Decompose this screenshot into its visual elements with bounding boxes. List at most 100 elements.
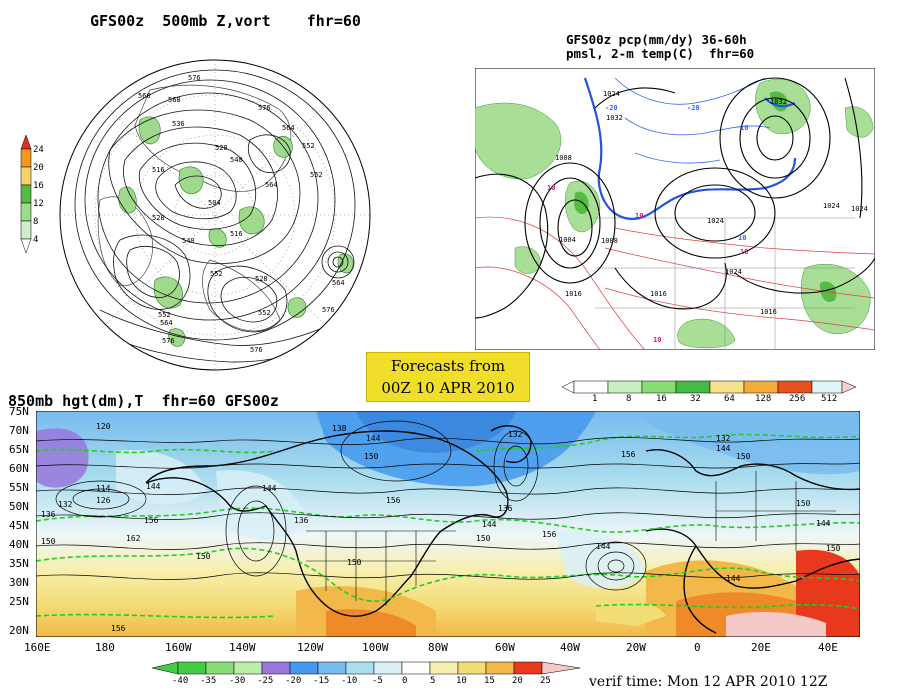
svg-text:504: 504 — [208, 199, 221, 207]
svg-text:10: 10 — [635, 212, 643, 220]
colorbar-tick: -25 — [257, 676, 274, 686]
colorbar-tick: 20 — [33, 163, 44, 173]
lon-label: 180 — [95, 641, 115, 654]
svg-text:564: 564 — [265, 181, 278, 189]
svg-text:132: 132 — [716, 434, 731, 443]
lat-label: 25N — [9, 595, 29, 608]
svg-text:1024: 1024 — [851, 205, 868, 213]
svg-text:568: 568 — [168, 96, 181, 104]
colorbar-tick: -35 — [200, 676, 217, 686]
lat-label: 75N — [9, 405, 29, 418]
panel-850mb-title: 850mb hgt(dm),T fhr=60 GFS00z — [8, 392, 279, 410]
svg-text:560: 560 — [138, 92, 151, 100]
svg-text:150: 150 — [736, 452, 751, 461]
svg-text:540: 540 — [182, 237, 195, 245]
colorbar-tick: 1 — [592, 394, 598, 404]
svg-text:150: 150 — [364, 452, 379, 461]
svg-text:536: 536 — [172, 120, 185, 128]
svg-text:114: 114 — [96, 484, 111, 493]
svg-text:132: 132 — [508, 430, 523, 439]
colorbar-tick: 128 — [755, 394, 772, 404]
svg-text:564: 564 — [160, 319, 173, 327]
svg-text:1016: 1016 — [760, 308, 777, 316]
svg-text:1004: 1004 — [559, 236, 576, 244]
panel-850mb-colorbar — [152, 661, 581, 675]
colorbar-tick: 0 — [402, 676, 408, 686]
svg-text:1024: 1024 — [823, 202, 840, 210]
svg-text:10: 10 — [740, 248, 748, 256]
colorbar-tick: -40 — [172, 676, 189, 686]
lat-label: 35N — [9, 557, 29, 570]
svg-text:144: 144 — [596, 542, 611, 551]
colorbar-tick: 512 — [821, 394, 838, 404]
lon-label: 80W — [428, 641, 448, 654]
svg-text:1032: 1032 — [770, 98, 787, 106]
colorbar-tick: -20 — [285, 676, 302, 686]
colorbar-tick: 4 — [33, 235, 39, 245]
forecast-init-box: Forecasts from 00Z 10 APR 2010 — [366, 352, 530, 402]
svg-text:144: 144 — [146, 482, 161, 491]
svg-text:150: 150 — [476, 534, 491, 543]
svg-text:528: 528 — [215, 144, 228, 152]
svg-text:150: 150 — [796, 499, 811, 508]
svg-text:552: 552 — [210, 270, 223, 278]
svg-text:576: 576 — [250, 346, 263, 354]
colorbar-tick: -15 — [313, 676, 330, 686]
panel-pcp-colorbar — [562, 380, 857, 394]
svg-text:552: 552 — [310, 171, 323, 179]
colorbar-tick: 10 — [456, 676, 467, 686]
lon-label: 20E — [751, 641, 771, 654]
lon-label: 140W — [229, 641, 256, 654]
svg-text:156: 156 — [542, 530, 557, 539]
svg-text:1024: 1024 — [707, 217, 724, 225]
colorbar-tick: 12 — [33, 199, 44, 209]
svg-text:576: 576 — [162, 337, 175, 345]
svg-text:516: 516 — [152, 166, 165, 174]
colorbar-tick: 32 — [690, 394, 701, 404]
svg-text:156: 156 — [111, 624, 126, 633]
panel-pcp-map: 1024 1032 1008 1004 1024 1032 1024 1024 … — [475, 68, 875, 350]
svg-text:126: 126 — [96, 496, 111, 505]
colorbar-tick: 20 — [512, 676, 523, 686]
svg-text:-20: -20 — [605, 104, 618, 112]
svg-text:132: 132 — [58, 500, 73, 509]
panel-500mb-map: 576 568 560 536 576 564 552 528 540 504 … — [59, 59, 371, 371]
lat-label: 50N — [9, 500, 29, 513]
svg-text:1008: 1008 — [601, 237, 618, 245]
svg-text:1008: 1008 — [555, 154, 572, 162]
svg-text:144: 144 — [482, 520, 497, 529]
svg-text:1024: 1024 — [725, 268, 742, 276]
svg-text:144: 144 — [262, 484, 277, 493]
colorbar-tick: -10 — [341, 676, 358, 686]
colorbar-tick: 16 — [656, 394, 667, 404]
svg-text:528: 528 — [255, 275, 268, 283]
lon-label: 40E — [818, 641, 838, 654]
svg-text:576: 576 — [322, 306, 335, 314]
colorbar-tick: -5 — [372, 676, 383, 686]
svg-text:552: 552 — [302, 142, 315, 150]
svg-text:516: 516 — [230, 230, 243, 238]
colorbar-tick: 8 — [626, 394, 632, 404]
colorbar-tick: 24 — [33, 145, 44, 155]
svg-text:-20: -20 — [687, 104, 700, 112]
svg-text:144: 144 — [716, 444, 731, 453]
lat-label: 55N — [9, 481, 29, 494]
colorbar-tick: 5 — [430, 676, 436, 686]
svg-text:156: 156 — [144, 516, 159, 525]
svg-text:10: 10 — [738, 234, 746, 242]
svg-text:150: 150 — [196, 552, 211, 561]
svg-text:1016: 1016 — [565, 290, 582, 298]
panel-pcp-title-line2: pmsl, 2-m temp(C) fhr=60 — [566, 46, 755, 61]
svg-text:576: 576 — [258, 104, 271, 112]
svg-text:136: 136 — [498, 504, 513, 513]
colorbar-tick: 15 — [484, 676, 495, 686]
verif-time: verif time: Mon 12 APR 2010 12Z — [589, 674, 828, 690]
panel-500mb-title: GFS00z 500mb Z,vort fhr=60 — [90, 12, 361, 30]
panel-500mb-colorbar — [20, 135, 32, 254]
svg-text:10: 10 — [653, 336, 661, 344]
svg-text:156: 156 — [621, 450, 636, 459]
lon-label: 100W — [362, 641, 389, 654]
colorbar-tick: 256 — [789, 394, 806, 404]
lon-label: 40W — [560, 641, 580, 654]
colorbar-tick: 64 — [724, 394, 735, 404]
